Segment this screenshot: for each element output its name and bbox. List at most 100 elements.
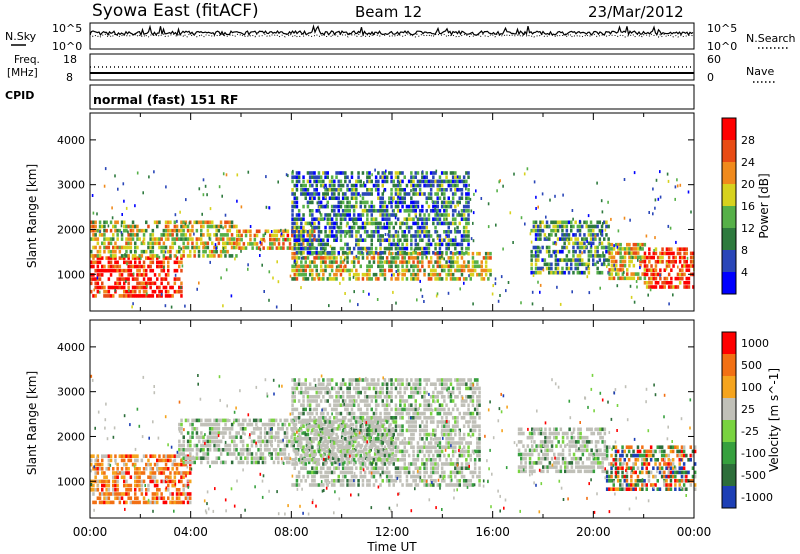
velocity-echo-cell — [222, 427, 225, 431]
power-echo-cell — [180, 233, 183, 237]
power-echo-cell — [322, 251, 325, 255]
power-echo-cell — [217, 224, 221, 229]
power-echo-cell — [605, 233, 608, 237]
power-echo-cell — [416, 264, 420, 269]
power-echo-cell — [120, 285, 124, 290]
velocity-echo-cell — [311, 437, 314, 441]
power-echo-cell — [344, 196, 347, 200]
power-echo-cell — [654, 247, 658, 251]
power-echo-cell — [674, 260, 677, 264]
velocity-echo-cell — [302, 458, 305, 462]
power-echo-cell — [416, 179, 420, 184]
velocity-echo-cell — [337, 479, 340, 483]
power-echo-cell — [359, 234, 362, 238]
velocity-echo-cell — [330, 424, 334, 428]
power-echo-cell — [587, 270, 591, 275]
power-echo-cell — [669, 226, 672, 230]
power-echo-cell — [668, 302, 670, 306]
velocity-echo-cell — [268, 431, 271, 435]
power-echo-cell — [203, 244, 206, 247]
power-echo-cell — [456, 179, 459, 184]
power-echo-cell — [293, 256, 296, 260]
power-echo-cell — [317, 238, 321, 242]
velocity-echo-cell — [184, 460, 188, 465]
velocity-echo-cell — [381, 424, 384, 428]
velocity-echo-cell — [180, 431, 183, 435]
power-echo-cell — [291, 217, 294, 221]
power-echo-cell — [617, 272, 620, 276]
power-echo-cell — [675, 240, 677, 244]
power-echo-cell — [282, 237, 285, 242]
power-echo-cell — [96, 228, 100, 233]
power-echo-cell — [219, 220, 223, 225]
velocity-echo-cell — [224, 422, 227, 427]
power-echo-cell — [125, 289, 128, 294]
power-echo-cell — [447, 238, 450, 242]
power-echo-cell — [219, 233, 223, 237]
power-echo-cell — [304, 246, 307, 251]
power-echo-cell — [556, 249, 560, 254]
power-echo-cell — [105, 294, 108, 298]
power-echo-cell — [572, 270, 575, 275]
power-echo-cell — [107, 285, 111, 290]
velocity-echo-cell — [184, 492, 188, 496]
power-echo-cell — [147, 241, 150, 246]
power-echo-cell — [140, 294, 144, 298]
power-echo-cell — [357, 303, 359, 307]
power-echo-cell — [140, 285, 144, 290]
power-echo-cell — [585, 245, 588, 249]
power-echo-cell — [570, 224, 573, 229]
velocity-echo-cell — [160, 496, 163, 500]
power-echo-cell — [302, 179, 305, 184]
power-echo-cell — [578, 233, 582, 237]
power-echo-cell — [418, 238, 422, 242]
velocity-echo-cell — [341, 395, 345, 399]
power-echo-cell — [576, 224, 580, 229]
velocity-echo-cell — [140, 492, 144, 496]
velocity-echo-cell — [337, 458, 340, 462]
power-echo-cell — [293, 183, 296, 188]
power-echo-cell — [663, 285, 666, 289]
power-echo-cell — [424, 179, 426, 183]
velocity-echo-cell — [370, 382, 373, 386]
power-echo-cell — [222, 241, 225, 246]
power-echo-cell — [109, 268, 113, 273]
power-echo-cell — [167, 237, 170, 241]
power-echo-cell — [465, 179, 468, 184]
velocity-echo-cell — [313, 407, 316, 412]
power-echo-cell — [423, 175, 426, 179]
power-echo-cell — [322, 179, 325, 184]
velocity-echo-cell — [193, 456, 196, 460]
power-echo-cell — [401, 256, 404, 260]
power-echo-cell — [291, 204, 294, 209]
power-echo-cell — [431, 200, 434, 204]
velocity-echo-cell — [149, 454, 152, 458]
velocity-echo-cell — [399, 390, 402, 395]
power-echo-cell — [328, 304, 330, 308]
power-echo-cell — [683, 247, 686, 251]
power-echo-cell — [445, 246, 448, 251]
velocity-echo-cell — [357, 420, 360, 424]
power-echo-cell — [387, 233, 389, 237]
power-echo-cell — [315, 179, 318, 184]
power-echo-cell — [401, 272, 404, 277]
power-echo-cell — [315, 175, 318, 179]
velocity-echo-cell — [352, 449, 356, 454]
power-echo-cell — [370, 242, 373, 247]
power-echo-cell — [399, 179, 402, 184]
power-echo-cell — [224, 245, 227, 250]
velocity-echo-cell — [317, 462, 321, 466]
power-echo-cell — [209, 260, 211, 264]
power-echo-cell — [565, 228, 569, 233]
power-echo-cell — [164, 228, 168, 233]
power-echo-cell — [415, 205, 418, 209]
velocity-echo-cell — [357, 386, 360, 391]
velocity-echo-cell — [324, 390, 327, 395]
velocity-echo-cell — [291, 378, 294, 382]
power-echo-cell — [297, 225, 301, 230]
power-echo-cell — [352, 275, 355, 279]
power-echo-cell — [175, 277, 179, 281]
power-echo-cell — [319, 242, 323, 247]
velocity-echo-cell — [322, 382, 325, 386]
power-echo-cell — [328, 256, 332, 260]
